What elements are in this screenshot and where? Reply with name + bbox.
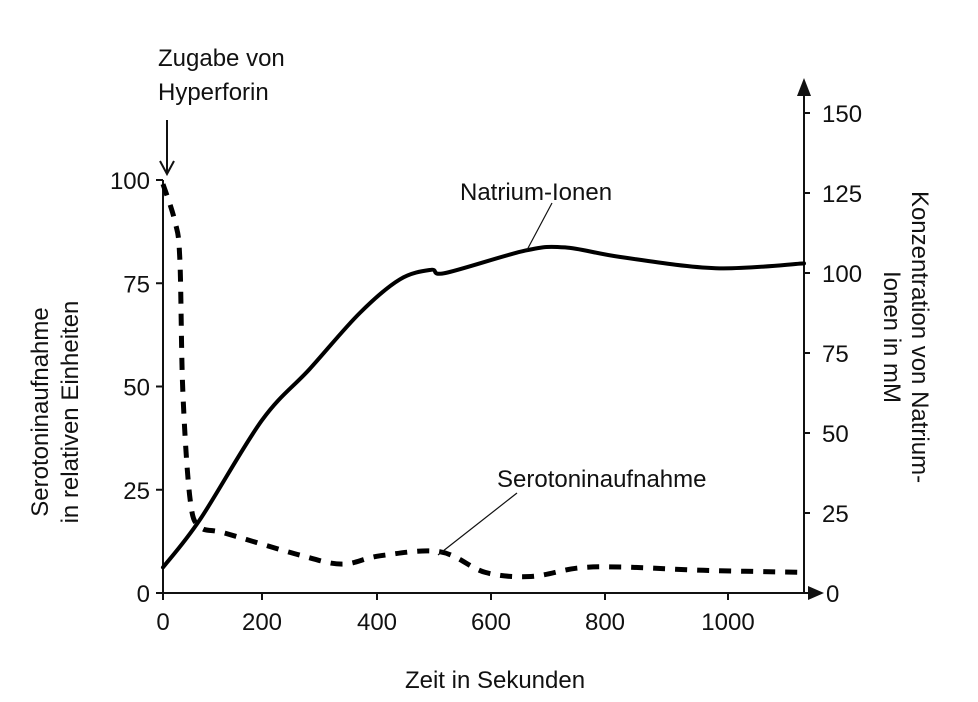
annotation-hyperforin: Zugabe von Hyperforin — [158, 45, 285, 177]
left-axis-ticks: 0 25 50 75 100 — [110, 168, 163, 608]
tick-label: 50 — [822, 421, 849, 448]
tick-label: 600 — [471, 609, 511, 636]
tick-label: 0 — [826, 581, 839, 608]
y-axis-left-label-line-1: Serotoninaufnahme — [27, 307, 54, 516]
tick-label: 400 — [357, 609, 397, 636]
annotation-hyperforin-line-1: Zugabe von — [158, 45, 285, 72]
annotation-serotoninaufnahme-text: Serotoninaufnahme — [497, 466, 706, 493]
tick-label: 50 — [123, 375, 150, 402]
y-axis-left-label-line-2: in relativen Einheiten — [57, 301, 84, 524]
tick-label: 0 — [156, 609, 169, 636]
y-axis-left-label: Serotoninaufnahme in relativen Einheiten — [27, 301, 84, 524]
tick-label: 150 — [822, 101, 862, 128]
right-axis-ticks: 0 25 50 75 100 125 150 — [804, 101, 862, 608]
arrow-down-head-icon — [159, 160, 175, 177]
tick-label: 200 — [242, 609, 282, 636]
leader-line — [437, 492, 518, 556]
tick-label: 800 — [585, 609, 625, 636]
series-line-serotoninaufnahme — [160, 183, 805, 580]
tick-label: 100 — [110, 168, 150, 195]
annotation-serotoninaufnahme: Serotoninaufnahme — [437, 466, 706, 556]
tick-label: 125 — [822, 181, 862, 208]
tick-label: 25 — [123, 478, 150, 505]
leader-line — [526, 202, 553, 251]
series-line-natrium-ionen — [161, 244, 806, 570]
tick-label: 75 — [822, 341, 849, 368]
y-axis-right-label: Konzentration von Natrium- Ionen in mM — [878, 191, 933, 483]
annotation-natrium-ionen: Natrium-Ionen — [460, 179, 612, 251]
x-axis-label: Zeit in Sekunden — [405, 667, 585, 694]
tick-label: 25 — [822, 501, 849, 528]
annotation-hyperforin-line-2: Hyperforin — [158, 79, 269, 106]
y-axis-right-label-line-2: Ionen in mM — [878, 271, 905, 403]
tick-label: 1000 — [701, 609, 754, 636]
tick-label: 100 — [822, 261, 862, 288]
x-axis-arrow-icon — [808, 586, 824, 600]
annotation-natrium-ionen-text: Natrium-Ionen — [460, 179, 612, 206]
x-axis-ticks: 0 200 400 600 800 1000 — [156, 593, 755, 636]
axes — [158, 78, 824, 600]
y-axis-right-label-line-1: Konzentration von Natrium- — [906, 191, 933, 483]
tick-label: 0 — [137, 581, 150, 608]
tick-label: 75 — [123, 271, 150, 298]
y-axis-right-arrow-icon — [797, 78, 811, 96]
